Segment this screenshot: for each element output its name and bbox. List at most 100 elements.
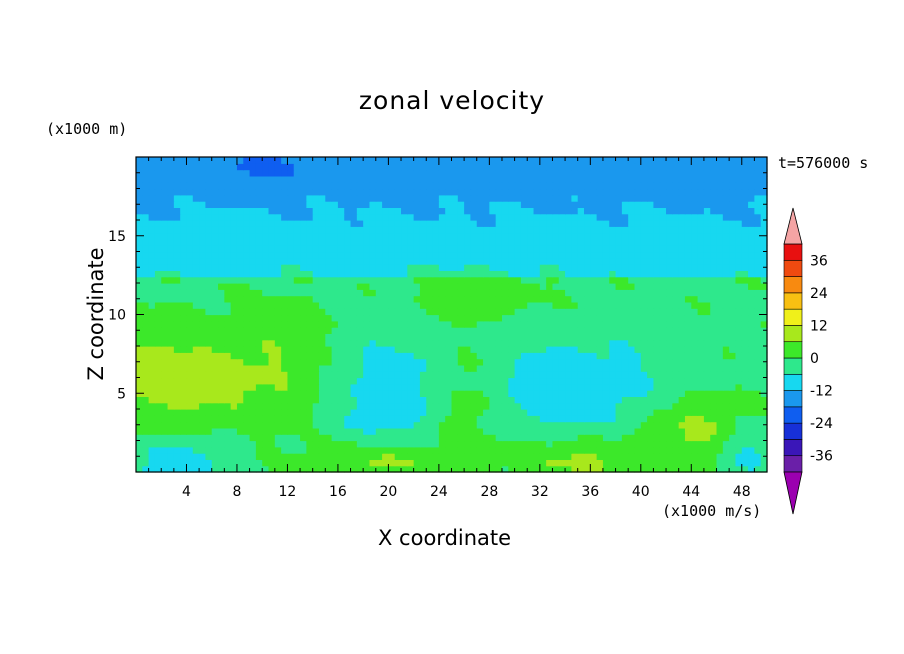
heatmap-cell [489, 377, 497, 385]
heatmap-cell [445, 182, 453, 190]
heatmap-cell [230, 289, 238, 297]
heatmap-cell [369, 289, 377, 297]
heatmap-cell [565, 295, 572, 303]
heatmap-cell [558, 415, 566, 423]
heatmap-cell [451, 283, 459, 290]
heatmap-cell [331, 402, 339, 410]
heatmap-cell [148, 157, 156, 164]
heatmap-cell [281, 245, 289, 253]
heatmap-cell [344, 251, 352, 259]
heatmap-cell [590, 157, 598, 164]
heatmap-cell [678, 358, 686, 366]
heatmap-cell [584, 434, 591, 442]
heatmap-cell [136, 427, 143, 435]
heatmap-cell [199, 295, 207, 303]
heatmap-cell [218, 169, 225, 177]
heatmap-cell [520, 213, 528, 221]
heatmap-cell [710, 320, 718, 328]
heatmap-cell [584, 390, 591, 397]
heatmap-cell [546, 270, 554, 278]
heatmap-cell [520, 245, 528, 253]
heatmap-cell [590, 421, 598, 429]
heatmap-cell [710, 308, 718, 316]
heatmap-cell [628, 238, 636, 246]
heatmap-cell [274, 295, 282, 303]
heatmap-cell [312, 453, 320, 460]
heatmap-cell [621, 327, 629, 334]
heatmap-cell [388, 383, 396, 391]
heatmap-cell [369, 465, 377, 473]
heatmap-cell [148, 264, 156, 271]
heatmap-cell [438, 364, 446, 372]
heatmap-cell [476, 434, 484, 442]
heatmap-cell [710, 213, 718, 221]
heatmap-cell [445, 169, 453, 177]
heatmap-cell [394, 213, 402, 221]
heatmap-cell [640, 169, 648, 177]
heatmap-cell [571, 371, 579, 379]
heatmap-cell [457, 301, 465, 309]
heatmap-cell [634, 409, 642, 416]
heatmap-cell [741, 371, 749, 379]
heatmap-cell [243, 238, 251, 246]
heatmap-cell [590, 327, 598, 334]
heatmap-cell [716, 163, 724, 171]
heatmap-cell [274, 257, 282, 265]
heatmap-cell [350, 377, 358, 385]
heatmap-cell [445, 220, 453, 227]
heatmap-cell [483, 163, 490, 171]
heatmap-cell [634, 251, 642, 259]
heatmap-cell [356, 295, 364, 303]
heatmap-cell [325, 245, 333, 253]
heatmap-cell [426, 402, 434, 410]
heatmap-cell [344, 308, 352, 316]
heatmap-cell [577, 434, 585, 442]
heatmap-cell [148, 402, 156, 410]
heatmap-cell [672, 314, 680, 322]
heatmap-cell [476, 213, 484, 221]
heatmap-cell [236, 289, 244, 297]
heatmap-cell [653, 383, 661, 391]
heatmap-cell [161, 314, 169, 322]
heatmap-cell [615, 364, 623, 372]
heatmap-cell [640, 371, 648, 379]
heatmap-cell [602, 270, 610, 278]
heatmap-cell [464, 175, 472, 183]
heatmap-cell [552, 157, 560, 164]
heatmap-cell [552, 390, 560, 397]
heatmap-cell [312, 377, 320, 385]
heatmap-cell [142, 446, 150, 454]
heatmap-cell [445, 440, 453, 448]
heatmap-cell [243, 383, 251, 391]
heatmap-cell [382, 446, 389, 454]
heatmap-cell [621, 371, 629, 379]
heatmap-cell [483, 157, 490, 164]
heatmap-cell [281, 377, 289, 385]
heatmap-cell [230, 188, 238, 196]
heatmap-cell [230, 377, 238, 385]
heatmap-cell [716, 207, 724, 215]
heatmap-cell [318, 327, 326, 334]
heatmap-cell [577, 446, 585, 454]
heatmap-cell [432, 421, 440, 429]
heatmap-cell [413, 264, 421, 271]
heatmap-cell [634, 314, 642, 322]
heatmap-cell [363, 270, 371, 278]
heatmap-cell [691, 446, 699, 454]
heatmap-cell [199, 409, 207, 416]
heatmap-cell [344, 364, 352, 372]
heatmap-cell [312, 245, 320, 253]
heatmap-cell [615, 465, 623, 473]
heatmap-cell [224, 434, 232, 442]
heatmap-cell [293, 364, 301, 372]
heatmap-cell [356, 446, 364, 454]
heatmap-cell [609, 295, 617, 303]
heatmap-cell [577, 396, 585, 404]
heatmap-cell [293, 383, 301, 391]
heatmap-cell [754, 251, 762, 259]
heatmap-cell [476, 358, 484, 366]
heatmap-cell [186, 301, 194, 309]
heatmap-cell [678, 194, 686, 202]
heatmap-cell [470, 163, 478, 171]
heatmap-cell [621, 194, 629, 202]
